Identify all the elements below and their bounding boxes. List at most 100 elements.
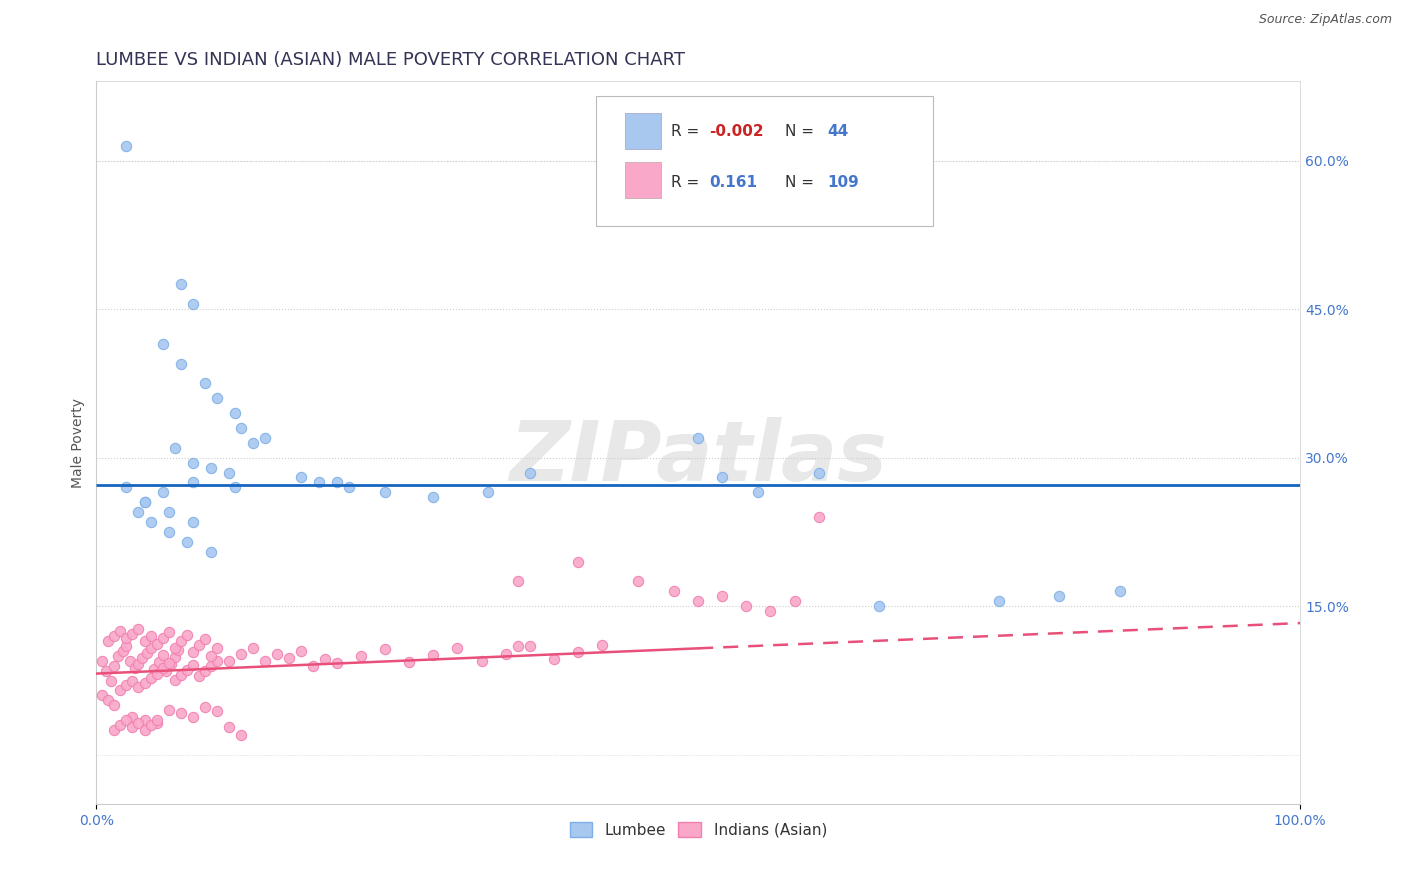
Point [205, 391, 228, 405]
Point [163, 649, 186, 664]
Point [868, 599, 890, 614]
Point [783, 594, 806, 608]
Point [145, 637, 167, 651]
Point [127, 681, 149, 695]
Point [422, 648, 444, 662]
Point [169, 277, 191, 292]
Point [163, 673, 186, 687]
Point [131, 650, 153, 665]
Text: Source: ZipAtlas.com: Source: ZipAtlas.com [1258, 13, 1392, 27]
Point [115, 639, 138, 653]
Point [200, 658, 222, 673]
Point [103, 698, 125, 713]
Point [422, 491, 444, 505]
Point [519, 466, 541, 480]
Point [181, 657, 204, 672]
Point [139, 671, 162, 685]
Text: N =: N = [785, 125, 818, 139]
Point [152, 485, 174, 500]
Point [103, 629, 125, 643]
Point [446, 640, 468, 655]
Point [567, 645, 589, 659]
Point [145, 713, 167, 727]
Point [134, 495, 156, 509]
Point [477, 485, 499, 500]
Point [157, 524, 180, 539]
Point [134, 676, 156, 690]
Point [326, 475, 349, 490]
Point [152, 648, 174, 662]
Point [337, 480, 360, 494]
Point [988, 594, 1011, 608]
Point [115, 631, 138, 645]
Point [115, 480, 138, 494]
Point [148, 655, 170, 669]
Point [374, 641, 396, 656]
Text: R =: R = [671, 125, 703, 139]
Point [127, 622, 149, 636]
Point [111, 644, 134, 658]
Point [200, 648, 222, 663]
Point [163, 441, 186, 455]
Point [169, 706, 191, 721]
Point [139, 640, 162, 655]
Point [200, 460, 222, 475]
Point [242, 435, 264, 450]
Point [314, 651, 336, 665]
Text: N =: N = [785, 175, 818, 190]
Point [374, 485, 396, 500]
Point [278, 650, 301, 665]
Point [229, 728, 252, 742]
Point [224, 480, 246, 494]
Text: 0.161: 0.161 [709, 175, 756, 190]
Point [139, 515, 162, 529]
Point [218, 654, 240, 668]
Point [205, 704, 228, 718]
Point [398, 655, 420, 669]
Point [127, 657, 149, 671]
Point [711, 470, 734, 484]
Point [176, 628, 198, 642]
Point [205, 640, 228, 655]
Point [506, 639, 529, 653]
Point [218, 466, 240, 480]
Point [807, 510, 830, 524]
FancyBboxPatch shape [624, 113, 661, 149]
Point [253, 654, 276, 668]
Point [155, 664, 177, 678]
Point [139, 718, 162, 732]
Point [134, 495, 156, 509]
Point [627, 574, 650, 589]
Point [145, 666, 167, 681]
Point [181, 475, 204, 490]
Point [163, 640, 186, 655]
Point [134, 634, 156, 648]
Point [567, 555, 589, 569]
Point [110, 683, 132, 698]
Point [121, 673, 143, 688]
Point [688, 594, 710, 608]
Point [97, 634, 120, 648]
Point [127, 505, 149, 519]
Point [160, 657, 183, 671]
Point [1108, 584, 1130, 599]
Point [187, 668, 209, 682]
Point [506, 574, 529, 589]
Point [194, 632, 217, 646]
Point [176, 534, 198, 549]
Point [115, 138, 138, 153]
Point [120, 654, 142, 668]
Point [97, 693, 120, 707]
Point [103, 658, 125, 673]
FancyBboxPatch shape [624, 161, 661, 198]
Point [807, 466, 830, 480]
Point [152, 660, 174, 674]
Point [470, 654, 492, 668]
FancyBboxPatch shape [596, 95, 934, 226]
Point [181, 515, 204, 529]
Point [187, 638, 209, 652]
Point [688, 431, 710, 445]
Point [253, 431, 276, 445]
Point [157, 625, 180, 640]
Text: 109: 109 [827, 175, 859, 190]
